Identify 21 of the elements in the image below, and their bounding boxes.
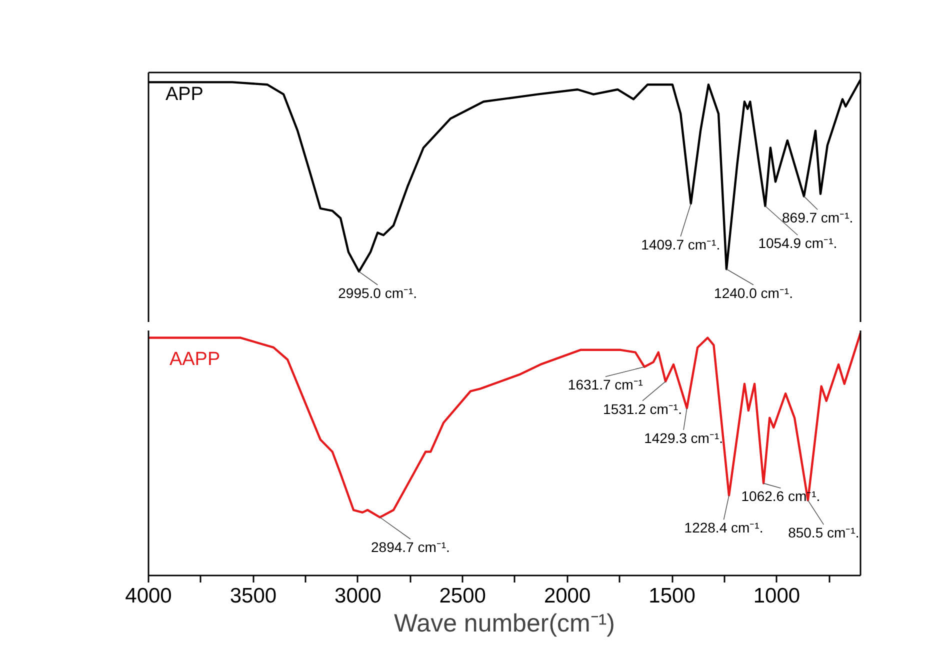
x-tick-label: 1000 [753,584,800,608]
x-tick-label: 3000 [334,584,382,608]
x-tick-label: 1500 [648,584,696,608]
series-label: AAPP [169,349,220,370]
x-axis-title: Wave number(cm⁻¹) [394,610,616,638]
x-tick-label: 2000 [544,584,591,608]
annotation: 2995.0 cm⁻¹. [338,284,418,301]
annotation: 1409.7 cm⁻¹. [641,236,720,252]
annotation: 1429.3 cm⁻¹. [644,430,724,446]
annotation: 1531.2 cm⁻¹. [603,400,682,417]
annotation: 1240.0 cm⁻¹. [714,284,793,301]
annotation: 1228.4 cm⁻¹. [684,520,764,536]
annotation: 869.7 cm⁻¹. [782,210,854,226]
annotation: 1631.7 cm⁻¹ [568,376,644,393]
annotation: 2894.7 cm⁻¹. [371,539,450,556]
annotation: 1054.9 cm⁻¹. [758,235,838,252]
x-tick-label: 4000 [125,584,172,608]
x-tick-label: 2500 [439,584,486,608]
annotation: 850.5 cm⁻¹. [788,524,860,541]
series-label: APP [165,84,204,105]
x-tick-label: 3500 [230,584,277,608]
